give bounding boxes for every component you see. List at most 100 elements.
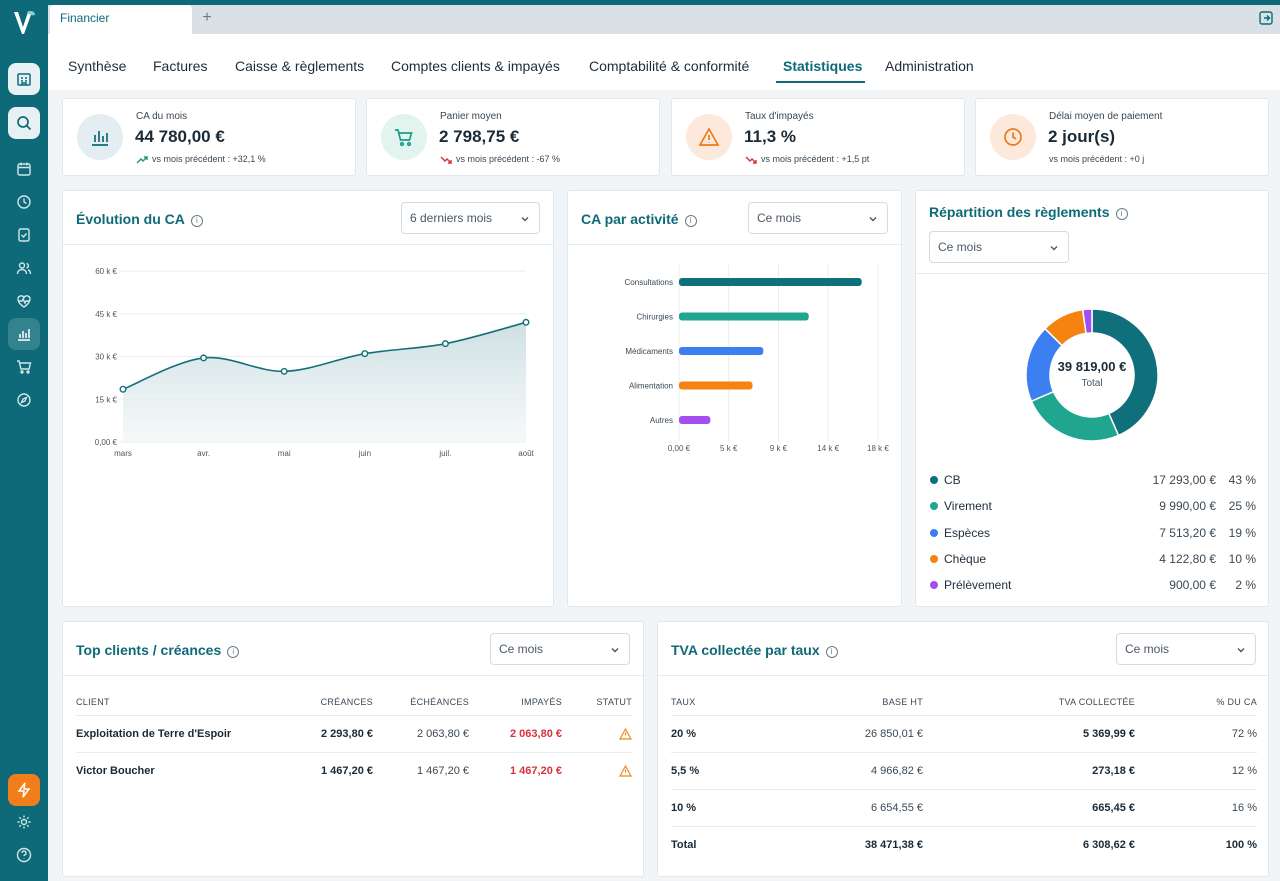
nav-synthese[interactable]: Synthèse [68, 58, 127, 74]
document-tab-bar: Financier + [48, 0, 1280, 34]
tva-card: TVA collectée par taux i Ce mois TAUX BAS… [657, 621, 1269, 877]
kpi-value: 44 780,00 € [135, 127, 225, 146]
data-point[interactable] [200, 354, 208, 362]
echeances-value: 1 467,20 € [417, 764, 469, 777]
sidebar-explore-button[interactable] [8, 384, 40, 416]
bar[interactable] [679, 347, 764, 355]
calendar-icon [17, 162, 31, 176]
evolution-ca-card: Évolution du CA i 6 derniers mois 0,00 € 1… [62, 190, 554, 607]
legend-item[interactable]: Prélèvement 900,00 € 2 % [930, 578, 1256, 594]
info-icon[interactable]: i [1115, 208, 1128, 220]
card-divider [63, 675, 643, 676]
bar[interactable] [679, 381, 753, 390]
statut-cell [562, 752, 633, 789]
kpi-label: Délai moyen de paiement [1049, 111, 1163, 122]
legend-name: Virement [944, 499, 992, 514]
nav-caisse[interactable]: Caisse & règlements [235, 58, 365, 74]
data-point[interactable] [361, 350, 369, 358]
bar[interactable] [679, 416, 711, 424]
tva-period-select[interactable]: Ce mois [1116, 633, 1256, 665]
sidebar-calendar-button[interactable] [8, 153, 40, 185]
ca-activite-card: CA par activité i Ce mois 0,00 € 5 k € 9 k … [567, 190, 902, 607]
data-point[interactable] [522, 318, 530, 326]
nav-administration[interactable]: Administration [885, 58, 974, 74]
kpi-value: 2 jour(s) [1048, 127, 1116, 146]
base-value: 6 654,55 € [791, 789, 923, 827]
tva-table: TAUX BASE HT TVA COLLECTÉE % DU CA 20 % … [671, 689, 1257, 863]
info-icon[interactable]: i [825, 646, 838, 658]
nav-comptabilite[interactable]: Comptabilité & conformité [589, 58, 750, 74]
data-point[interactable] [280, 367, 288, 375]
sidebar-health-button[interactable] [8, 285, 40, 317]
select-value: Ce mois [1125, 642, 1170, 656]
nav-factures[interactable]: Factures [153, 58, 208, 74]
taux-value: 5,5 % [671, 752, 791, 790]
table-row[interactable]: 20 % 26 850,01 € 5 369,99 € 72 % [671, 715, 1257, 753]
chevron-down-icon [869, 217, 877, 222]
data-point[interactable] [119, 385, 127, 393]
y-tick-label: 15 k € [95, 395, 117, 404]
nav-comptes-clients[interactable]: Comptes clients & impayés [391, 58, 560, 74]
new-tab-button[interactable]: + [202, 9, 212, 26]
pct-value: 72 % [1135, 715, 1257, 753]
bar[interactable] [679, 312, 809, 321]
tva-title-text: TVA collectée par taux [671, 642, 820, 658]
tab-financier[interactable]: Financier [50, 5, 192, 34]
sidebar-search-button[interactable] [8, 107, 40, 139]
data-point[interactable] [441, 340, 449, 348]
kpi-card-delai: Délai moyen de paiement 2 jour(s) vs moi… [975, 98, 1269, 176]
kpi-compare-text: vs mois précédent : -67 % [456, 154, 561, 164]
table-row[interactable]: Exploitation de Terre d'Espoir 2 293,80 … [76, 715, 633, 753]
legend-item[interactable]: Espèces 7 513,20 € 19 % [930, 526, 1256, 542]
statut-cell [562, 715, 633, 753]
app-logo[interactable] [10, 8, 38, 38]
evolution-period-select[interactable]: 6 derniers mois [401, 202, 540, 234]
sidebar-stats-button[interactable] [8, 318, 40, 350]
help-icon [16, 847, 32, 863]
repartition-period-select[interactable]: Ce mois [929, 231, 1069, 263]
legend-item[interactable]: Virement 9 990,00 € 25 % [930, 499, 1256, 515]
trend-up-icon [136, 155, 148, 164]
info-icon[interactable]: i [684, 215, 697, 227]
impayes-value: 1 467,20 € [510, 764, 562, 777]
sidebar-settings-button[interactable] [8, 806, 40, 838]
activity-period-select[interactable]: Ce mois [748, 202, 888, 234]
legend-item[interactable]: Chèque 4 122,80 € 10 % [930, 552, 1256, 568]
sidebar-home-button[interactable] [8, 63, 40, 95]
kpi-compare: vs mois précédent : +0 j [1049, 154, 1144, 164]
sidebar-help-button[interactable] [8, 839, 40, 871]
top-clients-period-select[interactable]: Ce mois [490, 633, 630, 665]
category-label: Alimentation [629, 382, 673, 391]
kpi-compare: vs mois précédent : +32,1 % [136, 154, 266, 164]
table-row[interactable]: 5,5 % 4 966,82 € 273,18 € 12 % [671, 752, 1257, 790]
table-row[interactable]: Victor Boucher 1 467,20 € 1 467,20 € 1 4… [76, 752, 633, 789]
info-icon[interactable]: i [227, 646, 240, 658]
sidebar-clients-button[interactable] [8, 252, 40, 284]
col-pct-ca: % DU CA [1135, 689, 1257, 716]
top-clients-card: Top clients / créances i Ce mois CLIENT C… [62, 621, 644, 877]
bar[interactable] [679, 278, 862, 286]
category-label: Consultations [625, 278, 673, 287]
donut-slice[interactable] [1091, 308, 1159, 437]
total-pct: 100 % [1225, 838, 1257, 851]
sidebar-shop-button[interactable] [8, 351, 40, 383]
exit-icon[interactable] [1258, 10, 1274, 26]
kpi-icon-circle [77, 114, 123, 160]
donut-slice[interactable] [1081, 308, 1093, 335]
info-icon[interactable]: i [190, 215, 203, 227]
y-tick-label: 30 k € [95, 353, 117, 362]
table-row[interactable]: 10 % 6 654,55 € 665,45 € 16 % [671, 789, 1257, 827]
donut-slice[interactable] [1030, 390, 1120, 442]
legend-item[interactable]: CB 17 293,00 € 43 % [930, 473, 1256, 489]
evolution-line-chart: 0,00 € 15 k € 30 k € 45 k € 60 k € mars avr. ma… [95, 267, 535, 458]
select-value: Ce mois [499, 642, 544, 656]
sidebar-quick-action-button[interactable] [8, 774, 40, 806]
sidebar-tasks-button[interactable] [8, 219, 40, 251]
x-tick-label: 18 k € [867, 444, 889, 453]
nav-statistiques[interactable]: Statistiques [783, 58, 863, 74]
col-echeances: ÉCHÉANCES [373, 689, 469, 716]
legend-amount: 900,00 € [1169, 578, 1216, 593]
sidebar-history-button[interactable] [8, 186, 40, 218]
creances-value: 2 293,80 € [276, 715, 373, 753]
taux-value: 20 % [671, 715, 791, 753]
